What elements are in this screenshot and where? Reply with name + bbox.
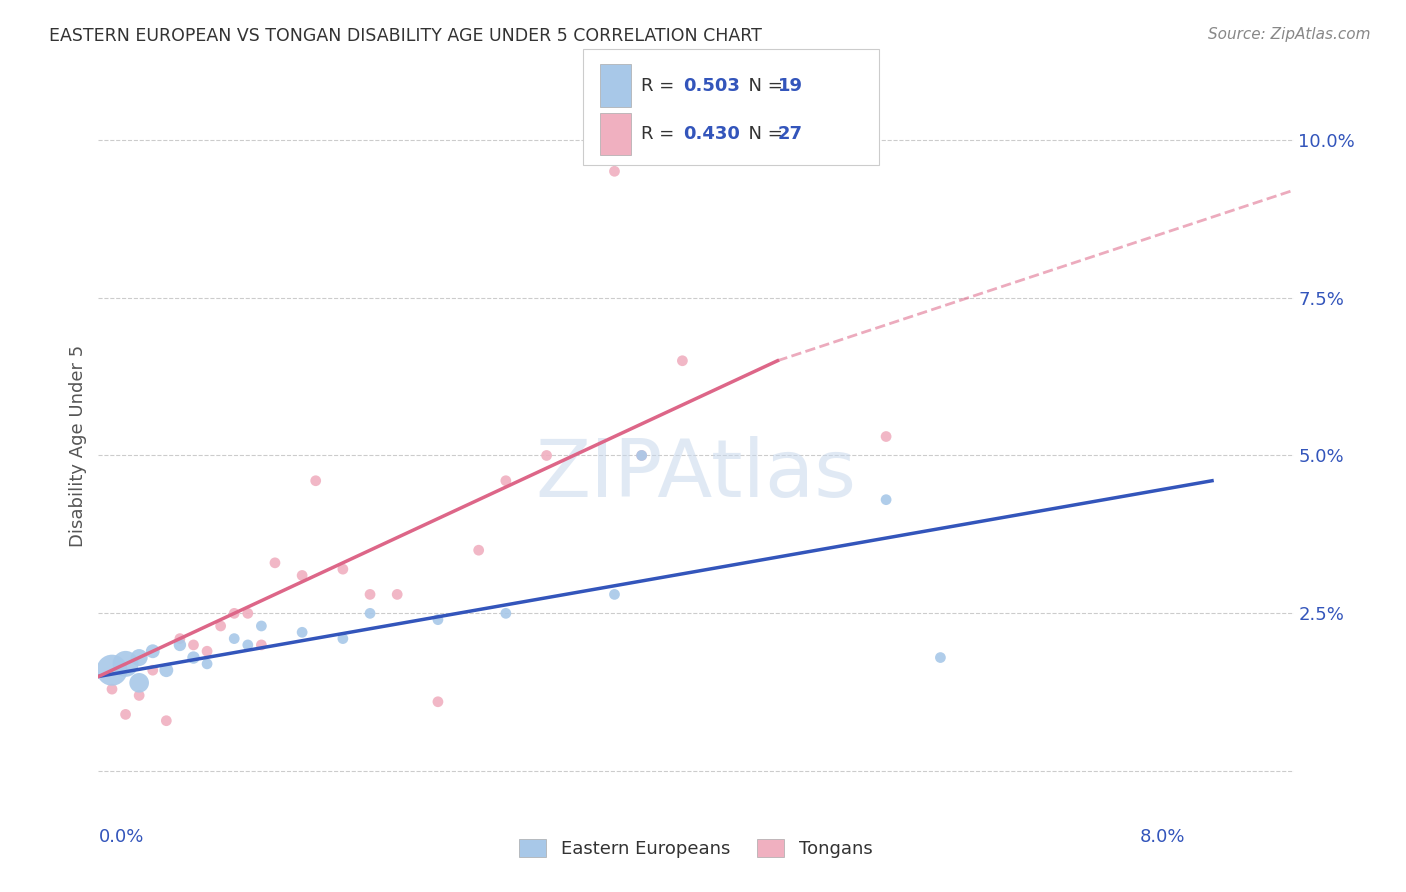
- Point: [495, 607, 517, 621]
- Text: 0.503: 0.503: [683, 77, 740, 95]
- Point: [603, 164, 626, 178]
- Text: 8.0%: 8.0%: [1139, 828, 1185, 846]
- Point: [142, 663, 165, 677]
- Text: R =: R =: [641, 77, 681, 95]
- Text: N =: N =: [737, 77, 789, 95]
- Point: [236, 607, 259, 621]
- Point: [603, 587, 626, 601]
- Point: [142, 644, 165, 658]
- Text: 0.430: 0.430: [683, 125, 740, 143]
- Point: [385, 587, 409, 601]
- Text: ZIPAtlas: ZIPAtlas: [536, 435, 856, 514]
- Point: [495, 474, 517, 488]
- Point: [155, 714, 177, 728]
- Point: [114, 657, 136, 671]
- Point: [209, 619, 232, 633]
- Point: [630, 449, 652, 463]
- Point: [264, 556, 287, 570]
- Point: [332, 632, 354, 646]
- Point: [183, 650, 205, 665]
- Point: [224, 607, 246, 621]
- Text: Source: ZipAtlas.com: Source: ZipAtlas.com: [1208, 27, 1371, 42]
- Point: [359, 587, 381, 601]
- Point: [536, 449, 558, 463]
- Y-axis label: Disability Age Under 5: Disability Age Under 5: [69, 345, 87, 547]
- Point: [169, 638, 191, 652]
- Point: [195, 644, 218, 658]
- Point: [875, 492, 897, 507]
- Text: N =: N =: [737, 125, 789, 143]
- Point: [426, 613, 449, 627]
- Point: [236, 638, 259, 652]
- Legend: Eastern Europeans, Tongans: Eastern Europeans, Tongans: [512, 831, 880, 865]
- Point: [128, 675, 150, 690]
- Point: [359, 607, 381, 621]
- Text: EASTERN EUROPEAN VS TONGAN DISABILITY AGE UNDER 5 CORRELATION CHART: EASTERN EUROPEAN VS TONGAN DISABILITY AG…: [49, 27, 762, 45]
- Text: R =: R =: [641, 125, 681, 143]
- Point: [332, 562, 354, 576]
- Point: [929, 650, 952, 665]
- Point: [128, 689, 150, 703]
- Point: [224, 632, 246, 646]
- Point: [195, 657, 218, 671]
- Point: [169, 632, 191, 646]
- Point: [291, 625, 314, 640]
- Point: [426, 695, 449, 709]
- Point: [291, 568, 314, 582]
- Point: [250, 619, 273, 633]
- Text: 19: 19: [778, 77, 803, 95]
- Point: [114, 707, 136, 722]
- Point: [101, 682, 124, 697]
- Text: 27: 27: [778, 125, 803, 143]
- Point: [875, 429, 897, 443]
- Point: [183, 638, 205, 652]
- Point: [630, 449, 652, 463]
- Point: [305, 474, 328, 488]
- Point: [250, 638, 273, 652]
- Point: [155, 663, 177, 677]
- Text: 0.0%: 0.0%: [98, 828, 143, 846]
- Point: [467, 543, 489, 558]
- Point: [101, 663, 124, 677]
- Point: [671, 353, 693, 368]
- Point: [128, 650, 150, 665]
